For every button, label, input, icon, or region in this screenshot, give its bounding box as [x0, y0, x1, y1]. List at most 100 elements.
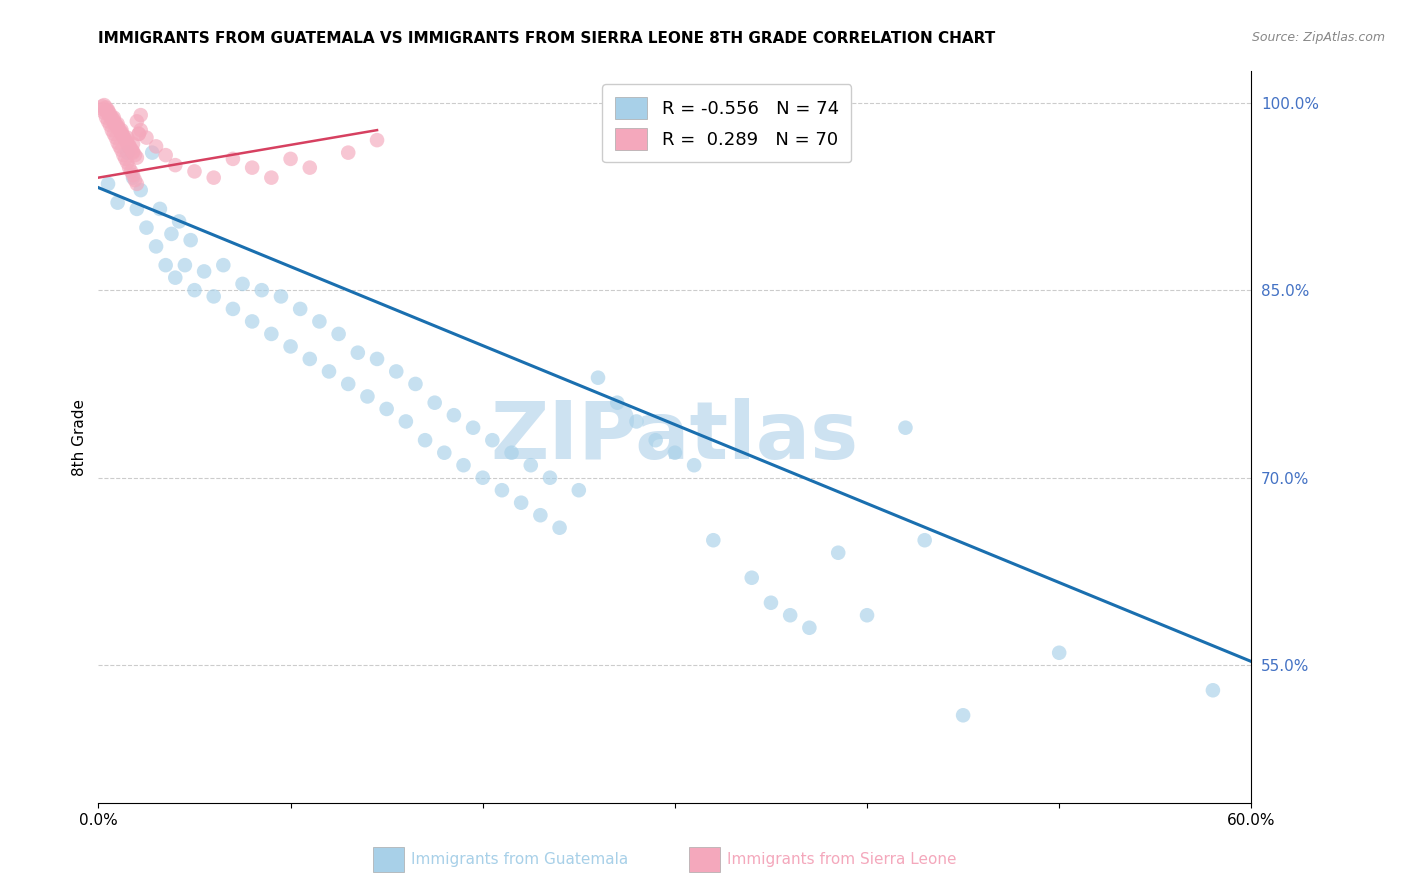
Point: [125, 151, 148, 165]
Point: [664, 446, 686, 460]
Point: [337, 145, 360, 160]
Point: [240, 161, 263, 175]
Point: [298, 351, 321, 366]
Point: [1047, 646, 1070, 660]
Point: [108, 139, 131, 153]
Point: [128, 127, 150, 141]
Point: [112, 148, 135, 162]
Point: [827, 546, 849, 560]
Point: [114, 133, 136, 147]
Point: [101, 111, 124, 125]
Point: [461, 420, 484, 434]
Point: [270, 289, 292, 303]
Point: [183, 283, 205, 297]
Point: [122, 168, 145, 182]
Point: [97, 104, 120, 119]
Point: [125, 202, 148, 216]
Point: [405, 376, 427, 391]
Point: [914, 533, 936, 548]
Point: [122, 145, 145, 159]
Point: [683, 458, 706, 473]
Point: [110, 123, 132, 137]
Point: [97, 103, 120, 117]
Point: [202, 289, 225, 303]
Point: [103, 113, 125, 128]
Legend: R = -0.556   N = 74, R =  0.289   N = 70: R = -0.556 N = 74, R = 0.289 N = 70: [602, 84, 852, 162]
Point: [97, 177, 120, 191]
Point: [433, 446, 456, 460]
Point: [117, 130, 139, 145]
Point: [107, 120, 129, 135]
Point: [586, 370, 609, 384]
Point: [385, 364, 408, 378]
Point: [759, 596, 782, 610]
Point: [98, 109, 121, 123]
Point: [98, 107, 121, 121]
Point: [202, 170, 225, 185]
Point: [183, 164, 205, 178]
Point: [155, 258, 177, 272]
Point: [118, 161, 141, 175]
Point: [260, 326, 283, 341]
Point: [366, 351, 388, 366]
Point: [702, 533, 724, 548]
Point: [501, 446, 523, 460]
Point: [110, 143, 132, 157]
Text: Immigrants from Guatemala: Immigrants from Guatemala: [411, 853, 628, 867]
Point: [103, 115, 125, 129]
Point: [443, 408, 465, 422]
Point: [568, 483, 591, 498]
Point: [222, 152, 245, 166]
Point: [193, 264, 215, 278]
Point: [124, 148, 146, 162]
Point: [93, 105, 115, 120]
Point: [856, 608, 879, 623]
Point: [423, 395, 446, 409]
Point: [104, 130, 127, 145]
Point: [167, 214, 190, 228]
Point: [97, 114, 120, 128]
Point: [160, 227, 183, 241]
Point: [112, 129, 135, 144]
Point: [481, 434, 503, 448]
Point: [520, 458, 543, 473]
Point: [122, 145, 145, 160]
Point: [108, 123, 131, 137]
Point: [141, 145, 163, 160]
Point: [107, 120, 129, 134]
Point: [107, 136, 129, 150]
Point: [114, 132, 136, 146]
Point: [129, 183, 152, 197]
Point: [91, 102, 114, 116]
Point: [118, 139, 141, 153]
Point: [529, 508, 551, 523]
Point: [155, 148, 177, 162]
Point: [117, 145, 139, 160]
Point: [366, 133, 388, 147]
Point: [124, 173, 146, 187]
Point: [125, 177, 148, 191]
Point: [626, 414, 648, 428]
Point: [103, 127, 125, 141]
Point: [356, 389, 378, 403]
Point: [308, 314, 330, 328]
Point: [538, 471, 561, 485]
Point: [120, 142, 142, 156]
Point: [280, 152, 302, 166]
Point: [298, 161, 321, 175]
Point: [117, 155, 139, 169]
Point: [103, 111, 125, 125]
Point: [165, 158, 187, 172]
Point: [118, 138, 141, 153]
Point: [644, 434, 666, 448]
Point: [128, 127, 150, 141]
Point: [250, 283, 273, 297]
Point: [799, 621, 821, 635]
Point: [222, 301, 245, 316]
Point: [290, 301, 312, 316]
Point: [180, 233, 202, 247]
Point: [91, 99, 114, 113]
Point: [346, 345, 368, 359]
Point: [318, 364, 340, 378]
Point: [93, 98, 115, 112]
